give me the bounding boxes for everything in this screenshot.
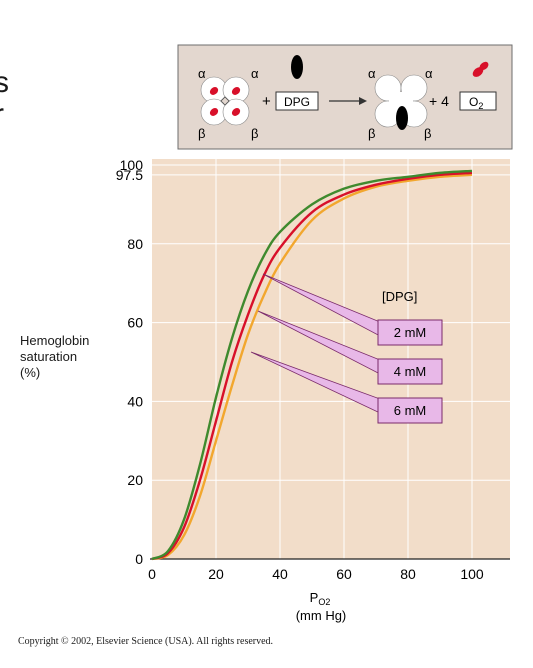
dpg-label: DPG — [284, 95, 310, 109]
y-axis-title-line-2: saturation — [20, 349, 78, 364]
beta-label-2: β — [251, 126, 258, 141]
x-tick-label-60: 60 — [336, 566, 352, 582]
alpha-label-1: α — [198, 66, 206, 81]
x-tick-label-80: 80 — [400, 566, 416, 582]
legend-label-4mm: 4 mM — [394, 364, 427, 379]
legend-box-2mm — [377, 319, 443, 346]
y-axis-title-line-3: (%) — [20, 365, 41, 380]
beta-label-4: β — [424, 126, 431, 141]
series-line-6mm — [151, 173, 473, 561]
beta-label-1: β — [198, 126, 205, 141]
copyright-notice: Copyright © 2002, Elsevier Science (USA)… — [18, 636, 274, 647]
series-line-4mm — [151, 171, 473, 561]
y-tick-label-6: 100 — [120, 157, 144, 173]
x-tick-label-40: 40 — [272, 566, 288, 582]
dpg-binding-inset: α α β β + DPG α α β β — [177, 44, 513, 150]
y-tick-label-5: 97.5 — [116, 167, 143, 183]
arrow-icon — [329, 97, 367, 105]
alpha-label-2: α — [251, 66, 259, 81]
y-tick-label-1: 20 — [127, 472, 143, 488]
o2-box — [459, 91, 497, 111]
y-tick-label-3: 60 — [127, 315, 143, 331]
legend: [DPG] 2 mM 4 mM 6 mM — [250, 273, 443, 424]
y-axis-title-line-1: Hemoglobin — [20, 333, 90, 348]
legend-label-6mm: 6 mM — [394, 403, 427, 418]
plus-sign-1: + — [262, 93, 271, 110]
clipped-slide-text-1: s — [0, 66, 9, 99]
x-tick-label-20: 20 — [208, 566, 224, 582]
y-tick-label-4: 80 — [127, 236, 143, 252]
series-line-2mm — [151, 169, 473, 561]
y-axis-title: Hemoglobin saturation (%) — [20, 333, 89, 381]
oxyhemoglobin-icon — [200, 76, 250, 126]
beta-label-3: β — [368, 126, 375, 141]
legend-box-6mm — [377, 397, 443, 424]
dpg-molecule-icon — [291, 55, 303, 79]
x-tick-label-100: 100 — [460, 566, 484, 582]
x-tick-label-0: 0 — [148, 566, 156, 582]
alpha-label-3: α — [368, 66, 376, 81]
grid — [152, 159, 510, 559]
deoxyhemoglobin-dpg-icon — [374, 74, 428, 130]
y-tick-label-2: 40 — [127, 393, 143, 409]
plot-background — [152, 159, 510, 559]
legend-box-4mm — [377, 358, 443, 385]
legend-title: [DPG] — [382, 289, 417, 304]
clipped-slide-text-2: r — [0, 98, 4, 132]
x-axis-units: (mm Hg) — [296, 608, 347, 623]
x-tick-labels: 0 20 40 60 80 100 — [148, 566, 484, 582]
plus-four-label: + 4 — [429, 93, 449, 109]
series-lines — [151, 169, 473, 561]
y-tick-label-0: 0 — [135, 551, 143, 567]
o2-label: O2 — [469, 95, 483, 111]
alpha-label-4: α — [425, 66, 433, 81]
legend-label-2mm: 2 mM — [394, 325, 427, 340]
dpg-box — [275, 91, 319, 111]
x-axis-title: PO2 — [310, 590, 331, 607]
